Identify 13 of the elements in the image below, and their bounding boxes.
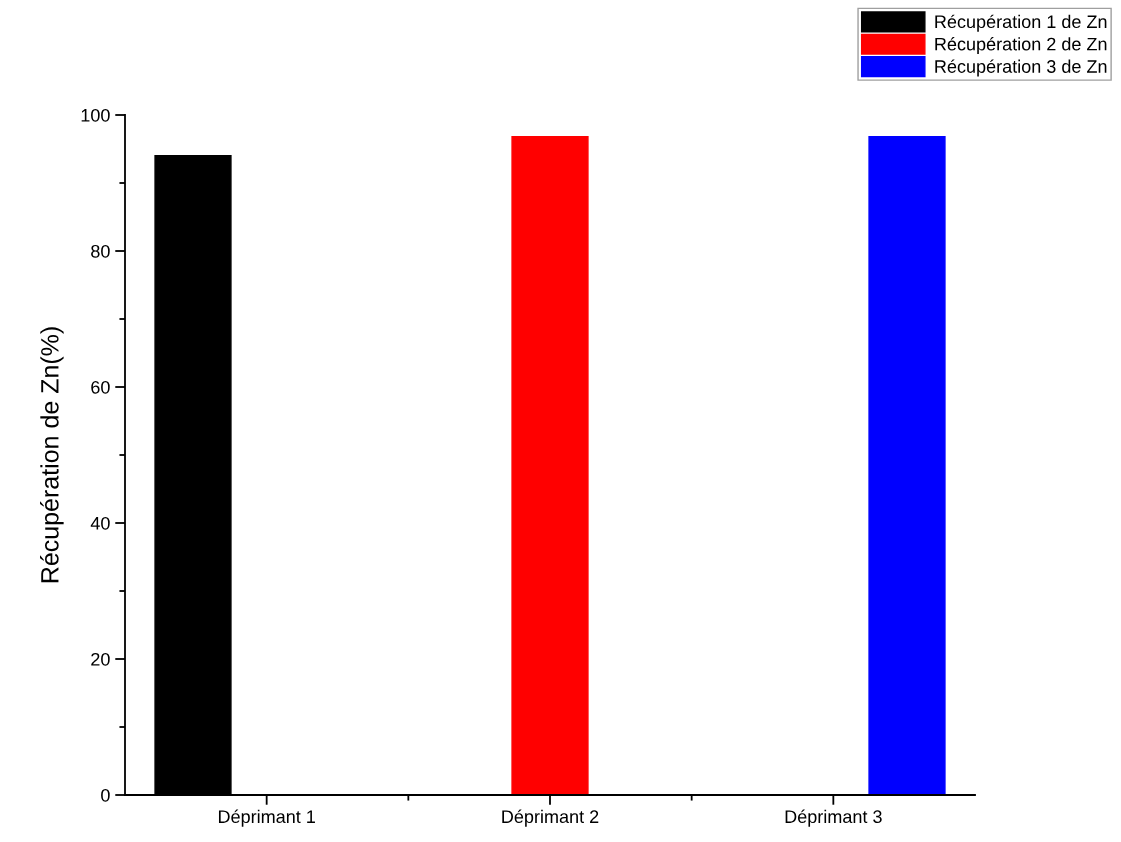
- y-tick-label: 0: [101, 788, 110, 802]
- y-axis-title: Récupération de Zn(%): [40, 327, 64, 583]
- y-tick-label: 100: [81, 108, 110, 122]
- legend-label: Récupération 1 de Zn: [935, 14, 1107, 32]
- x-tick-label: Déprimant 3: [785, 809, 882, 827]
- legend-label: Récupération 2 de Zn: [935, 37, 1107, 55]
- y-tick-label: 20: [91, 652, 110, 666]
- legend-label: Récupération 3 de Zn: [935, 59, 1107, 77]
- y-tick-label: 60: [91, 380, 110, 394]
- x-tick-label: Déprimant 2: [502, 809, 599, 827]
- y-tick-label: 40: [90, 516, 110, 530]
- y-tick-label: 80: [91, 244, 110, 258]
- x-tick-label: Déprimant 1: [218, 809, 315, 827]
